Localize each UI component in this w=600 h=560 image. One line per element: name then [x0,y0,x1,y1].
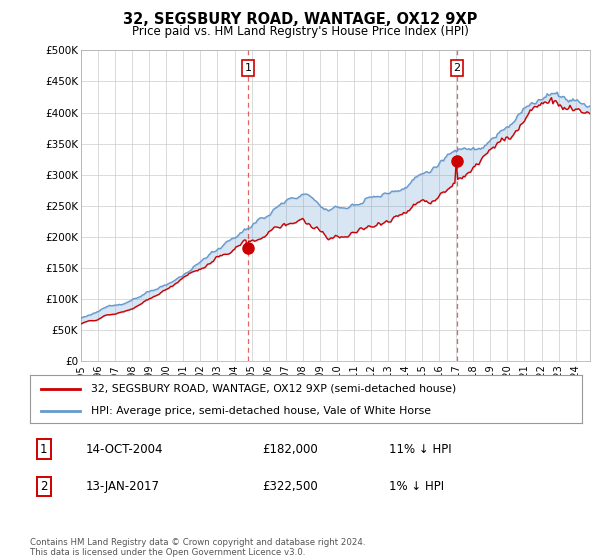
Text: 1% ↓ HPI: 1% ↓ HPI [389,480,444,493]
Text: Contains HM Land Registry data © Crown copyright and database right 2024.
This d: Contains HM Land Registry data © Crown c… [30,538,365,557]
Text: 2: 2 [454,63,460,73]
Text: 32, SEGSBURY ROAD, WANTAGE, OX12 9XP: 32, SEGSBURY ROAD, WANTAGE, OX12 9XP [123,12,477,27]
Text: 13-JAN-2017: 13-JAN-2017 [85,480,159,493]
Text: 2: 2 [40,480,47,493]
Text: 11% ↓ HPI: 11% ↓ HPI [389,442,451,456]
Text: HPI: Average price, semi-detached house, Vale of White Horse: HPI: Average price, semi-detached house,… [91,406,431,416]
Text: 14-OCT-2004: 14-OCT-2004 [85,442,163,456]
Text: 32, SEGSBURY ROAD, WANTAGE, OX12 9XP (semi-detached house): 32, SEGSBURY ROAD, WANTAGE, OX12 9XP (se… [91,384,456,394]
Text: 1: 1 [244,63,251,73]
Text: £182,000: £182,000 [262,442,317,456]
Text: 1: 1 [40,442,47,456]
Text: Price paid vs. HM Land Registry's House Price Index (HPI): Price paid vs. HM Land Registry's House … [131,25,469,38]
Text: £322,500: £322,500 [262,480,317,493]
